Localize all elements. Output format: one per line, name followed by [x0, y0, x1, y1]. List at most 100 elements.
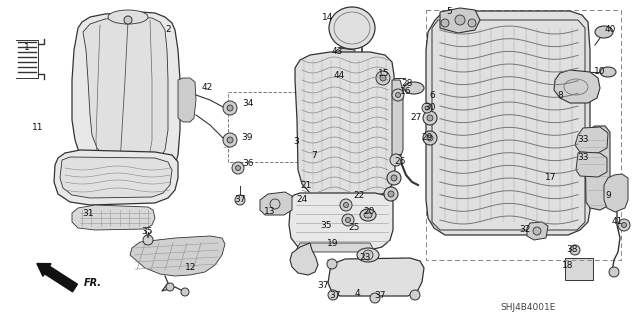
Text: 37: 37 — [374, 291, 386, 300]
Text: 18: 18 — [563, 261, 573, 270]
Circle shape — [570, 245, 580, 255]
Bar — [565, 258, 593, 280]
Text: 35: 35 — [141, 227, 153, 236]
Text: 6: 6 — [429, 91, 435, 100]
Text: 3: 3 — [293, 137, 299, 146]
Polygon shape — [575, 127, 608, 153]
Polygon shape — [295, 243, 375, 252]
Ellipse shape — [595, 26, 613, 38]
Polygon shape — [83, 17, 168, 165]
Text: 13: 13 — [264, 206, 276, 216]
Text: 30: 30 — [424, 102, 436, 112]
Text: 10: 10 — [595, 68, 605, 77]
Text: 29: 29 — [421, 132, 433, 142]
Text: 4: 4 — [354, 288, 360, 298]
Text: 40: 40 — [604, 26, 616, 34]
Circle shape — [344, 203, 349, 207]
Circle shape — [124, 16, 132, 24]
Circle shape — [340, 199, 352, 211]
Ellipse shape — [404, 82, 424, 94]
Circle shape — [235, 195, 245, 205]
Polygon shape — [585, 126, 610, 210]
Ellipse shape — [108, 10, 148, 24]
Polygon shape — [328, 48, 355, 72]
Circle shape — [227, 137, 233, 143]
Circle shape — [425, 106, 429, 110]
Text: 38: 38 — [566, 244, 578, 254]
Text: 15: 15 — [378, 69, 390, 78]
Text: 21: 21 — [300, 182, 312, 190]
Circle shape — [376, 71, 390, 85]
Polygon shape — [440, 8, 480, 33]
Polygon shape — [332, 66, 355, 82]
Text: 11: 11 — [32, 123, 44, 132]
Polygon shape — [178, 78, 196, 122]
Text: 42: 42 — [202, 84, 212, 93]
Polygon shape — [426, 11, 590, 235]
Polygon shape — [289, 193, 393, 250]
Text: 24: 24 — [296, 196, 308, 204]
Circle shape — [327, 259, 337, 269]
Circle shape — [621, 222, 627, 227]
Polygon shape — [295, 52, 395, 197]
Circle shape — [380, 75, 386, 81]
Polygon shape — [130, 236, 225, 276]
Circle shape — [328, 290, 338, 300]
Text: 2: 2 — [165, 26, 171, 34]
Bar — [426, 10, 621, 260]
Text: 35: 35 — [320, 220, 332, 229]
Polygon shape — [328, 258, 424, 296]
Text: ....: .... — [222, 143, 231, 149]
Circle shape — [618, 219, 630, 231]
Text: 1: 1 — [24, 42, 30, 51]
Circle shape — [388, 191, 394, 197]
Text: 37: 37 — [317, 280, 329, 290]
Circle shape — [427, 135, 433, 141]
Circle shape — [392, 89, 404, 101]
Polygon shape — [60, 157, 172, 198]
Circle shape — [370, 293, 380, 303]
Text: 25: 25 — [348, 224, 360, 233]
Circle shape — [342, 214, 354, 226]
Circle shape — [270, 199, 280, 209]
Polygon shape — [72, 205, 155, 230]
Circle shape — [223, 133, 237, 147]
Text: 37: 37 — [329, 291, 340, 300]
Text: 23: 23 — [359, 254, 371, 263]
Polygon shape — [392, 80, 403, 158]
Ellipse shape — [364, 212, 372, 218]
Polygon shape — [554, 70, 600, 103]
Polygon shape — [576, 152, 607, 177]
Ellipse shape — [329, 7, 375, 49]
Polygon shape — [260, 192, 292, 215]
Ellipse shape — [357, 248, 379, 262]
Text: 37: 37 — [234, 196, 246, 204]
Text: 22: 22 — [353, 191, 365, 201]
Text: 41: 41 — [611, 218, 623, 226]
Text: 16: 16 — [400, 87, 412, 97]
Text: 14: 14 — [323, 13, 333, 23]
Text: 33: 33 — [577, 153, 589, 162]
Circle shape — [236, 166, 241, 170]
Text: 44: 44 — [333, 71, 344, 80]
Text: 9: 9 — [605, 190, 611, 199]
Text: 28: 28 — [401, 78, 413, 87]
Text: 20: 20 — [364, 207, 374, 217]
Circle shape — [166, 283, 174, 291]
Circle shape — [391, 175, 397, 181]
Circle shape — [384, 187, 398, 201]
Text: SHJ4B4001E: SHJ4B4001E — [500, 303, 556, 313]
Circle shape — [363, 250, 373, 260]
Text: 8: 8 — [557, 92, 563, 100]
Circle shape — [410, 290, 420, 300]
Text: 26: 26 — [394, 158, 406, 167]
Circle shape — [422, 103, 432, 113]
Circle shape — [387, 171, 401, 185]
Text: 19: 19 — [327, 239, 339, 248]
Polygon shape — [290, 243, 318, 275]
Text: 17: 17 — [545, 174, 557, 182]
Circle shape — [346, 218, 351, 222]
FancyArrow shape — [37, 263, 77, 292]
Circle shape — [223, 101, 237, 115]
Circle shape — [427, 115, 433, 121]
